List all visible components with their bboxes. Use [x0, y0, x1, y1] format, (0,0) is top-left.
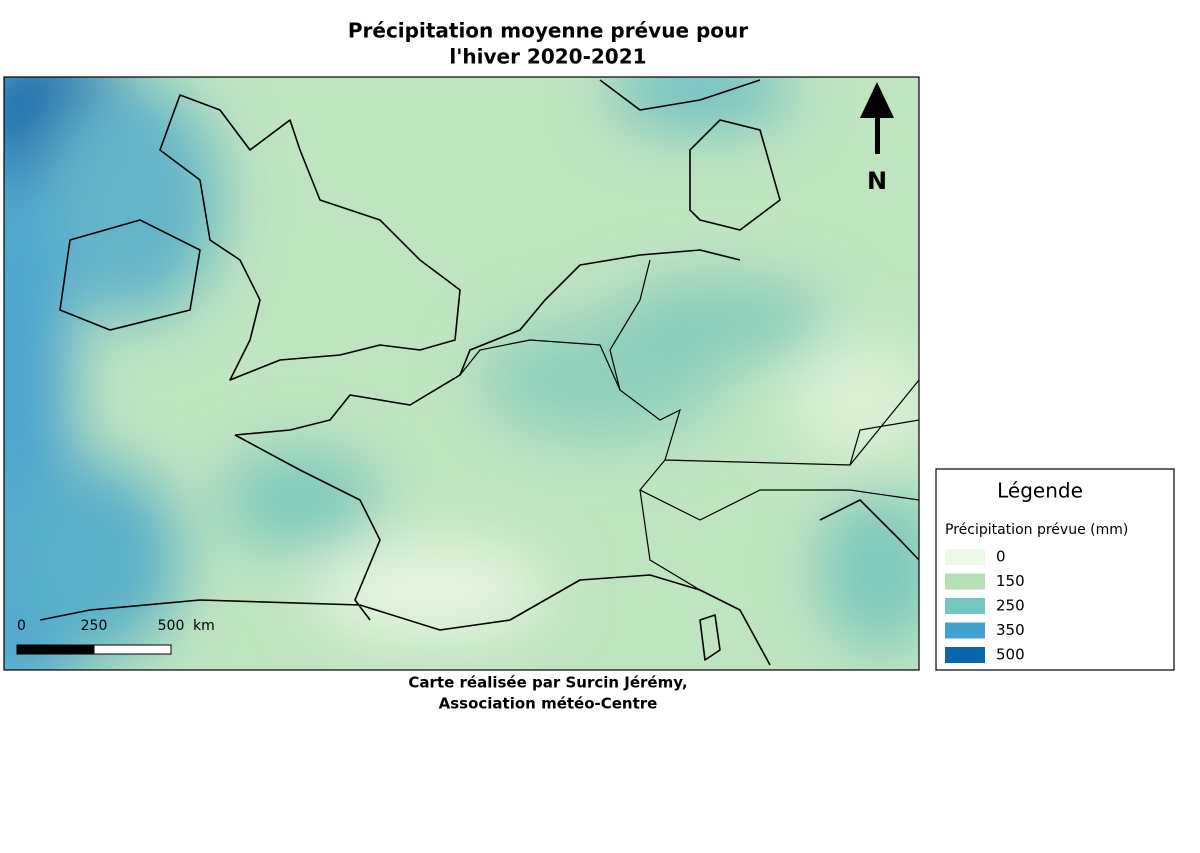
scale-label: 500 — [158, 618, 185, 634]
credit-line: Association météo-Centre — [439, 695, 658, 713]
legend-label: 350 — [996, 621, 1025, 639]
legend-swatch — [945, 598, 985, 614]
north-label: N — [867, 167, 887, 195]
scale-label: 0 — [17, 618, 26, 634]
map — [4, 77, 919, 670]
legend-swatch — [945, 549, 985, 565]
title-line: Précipitation moyenne prévue pour — [348, 19, 748, 43]
legend-label: 500 — [996, 646, 1025, 664]
credit-line: Carte réalisée par Surcin Jérémy, — [408, 674, 687, 692]
scale-label: 250 — [81, 618, 108, 634]
legend-label: 0 — [996, 548, 1006, 566]
legend-swatch — [945, 573, 985, 590]
legend-label: 250 — [996, 597, 1025, 615]
legend-subtitle: Précipitation prévue (mm) — [945, 522, 1128, 538]
map-frame — [3, 76, 920, 671]
legend: Légende Précipitation prévue (mm) 0 150 25… — [935, 468, 1175, 671]
title-line: l'hiver 2020-2021 — [449, 45, 646, 69]
legend-swatch — [945, 647, 985, 663]
scale-bar: 0 250 500 km — [16, 618, 215, 655]
scale-segment — [16, 644, 95, 655]
legend-items: 0 150 250 350 500 — [945, 548, 1025, 664]
scale-segment — [93, 644, 172, 655]
north-arrow: N — [860, 82, 894, 195]
legend-label: 150 — [996, 572, 1025, 590]
legend-swatch — [945, 622, 985, 639]
legend-title: Légende — [997, 479, 1083, 503]
scale-unit: km — [193, 618, 215, 634]
